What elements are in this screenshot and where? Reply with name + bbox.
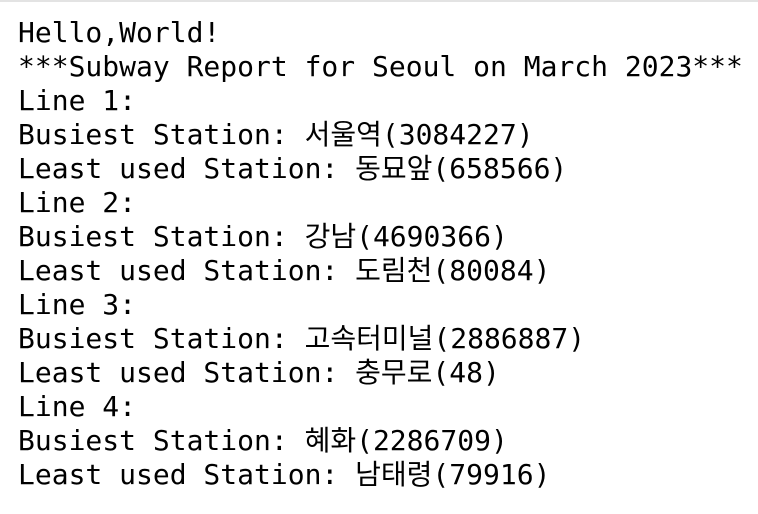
least-used-station: Least used Station: 도림천(80084) xyxy=(18,254,551,287)
line-label: Line 4: xyxy=(18,390,137,423)
busiest-station: Busiest Station: 혜화(2286709) xyxy=(18,424,508,457)
least-used-station: Least used Station: 충무로(48) xyxy=(18,356,500,389)
line-label: Line 3: xyxy=(18,288,137,321)
busiest-station: Busiest Station: 서울역(3084227) xyxy=(18,118,534,151)
least-used-station: Least used Station: 남태령(79916) xyxy=(18,458,551,491)
least-used-station: Least used Station: 동묘앞(658566) xyxy=(18,152,568,185)
busiest-station: Busiest Station: 강남(4690366) xyxy=(18,220,508,253)
greeting: Hello,World! xyxy=(18,16,221,49)
line-label: Line 1: xyxy=(18,84,137,117)
busiest-station: Busiest Station: 고속터미널(2886887) xyxy=(18,322,586,355)
line-label: Line 2: xyxy=(18,186,137,219)
report-title: ***Subway Report for Seoul on March 2023… xyxy=(18,50,743,83)
